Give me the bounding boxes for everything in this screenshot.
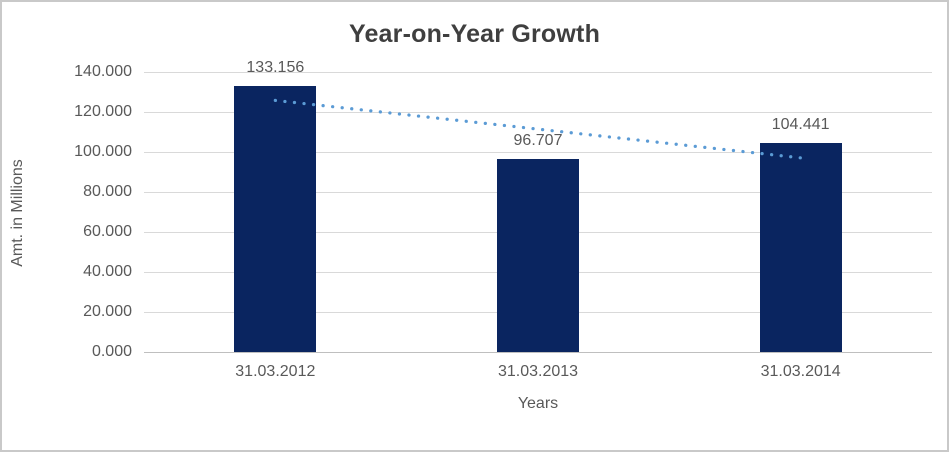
y-tick-label: 140.000 [74, 63, 132, 80]
bar [234, 85, 317, 352]
bar [497, 158, 579, 352]
y-tick-label: 120.000 [74, 103, 132, 120]
x-axis-title: Years [517, 395, 559, 412]
chart-title: Year-on-Year Growth [348, 20, 601, 48]
y-tick-label: 80.000 [83, 183, 132, 200]
y-tick-label: 20.000 [83, 303, 132, 320]
bar [759, 143, 842, 352]
bar-data-label: 133.156 [246, 58, 305, 76]
x-axis-line [144, 352, 932, 353]
y-tick-label: 40.000 [83, 263, 132, 280]
gridline [144, 72, 932, 73]
y-tick-label: 0.000 [91, 343, 132, 360]
bar-data-label: 96.707 [513, 131, 563, 149]
bar-data-label: 104.441 [771, 116, 830, 134]
y-tick-label: 100.000 [74, 143, 132, 160]
x-tick-label: 31.03.2014 [760, 363, 841, 380]
y-tick-label: 60.000 [83, 223, 132, 240]
x-tick-label: 31.03.2013 [497, 363, 579, 380]
y-axis-title: Amt. in Millions [9, 159, 26, 267]
x-tick-label: 31.03.2012 [235, 363, 316, 380]
